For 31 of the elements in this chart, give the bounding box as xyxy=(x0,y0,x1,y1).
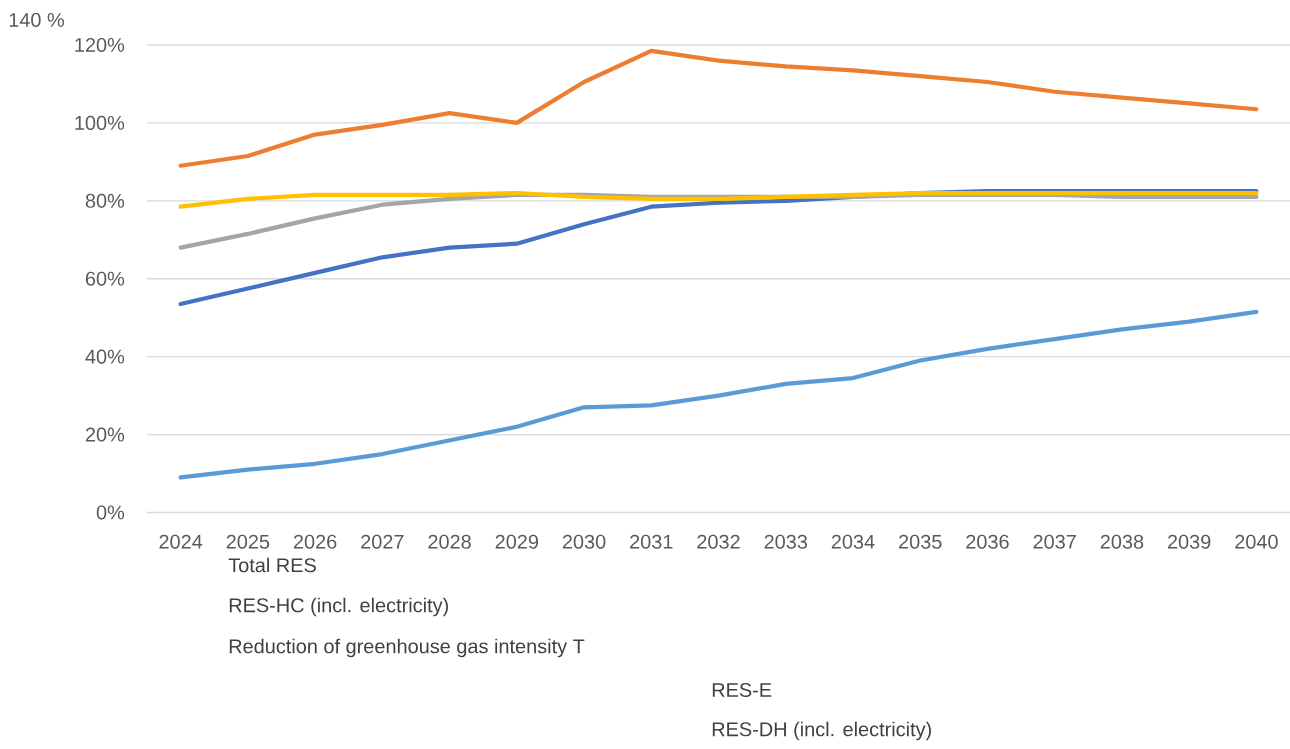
y-tick-label: 20% xyxy=(85,427,125,442)
x-tick-label: 2032 xyxy=(697,534,740,549)
text: Total RES xyxy=(228,557,316,573)
x-tick-label: 2029 xyxy=(495,534,539,549)
x-tick-label: 2036 xyxy=(966,534,1009,549)
x-tick-label: 2037 xyxy=(1033,534,1076,549)
text: Reduction of greenhouse gas intensity T xyxy=(229,638,585,658)
text: RES-E xyxy=(712,682,772,698)
x-tick-label: 2034 xyxy=(831,534,875,549)
text: 140 % xyxy=(9,12,64,28)
x-tick-label: 2040 xyxy=(1235,534,1278,549)
x-tick-label: 2026 xyxy=(293,534,337,549)
x-tick-label: 2035 xyxy=(899,534,942,549)
y-tick-label: 40% xyxy=(85,349,125,364)
y-tick-label: 100% xyxy=(75,115,125,130)
x-tick-label: 2027 xyxy=(361,534,404,549)
text: RES-HC (incl. electricity) xyxy=(229,597,448,617)
x-tick-label: 2033 xyxy=(764,534,808,549)
y-tick-label: 80% xyxy=(85,193,125,208)
x-tick-label: 2024 xyxy=(159,534,203,549)
y-tick-label: 60% xyxy=(85,271,125,286)
x-tick-label: 2039 xyxy=(1167,534,1211,549)
line-series xyxy=(178,48,1259,168)
x-tick-label: 2031 xyxy=(630,534,673,549)
y-tick-label: 0% xyxy=(96,505,125,520)
y-tick-label: 120% xyxy=(75,37,125,53)
x-tick-label: 2038 xyxy=(1100,534,1144,549)
x-tick-label: 2028 xyxy=(428,534,471,549)
x-tick-label: 2030 xyxy=(562,534,606,549)
x-tick-label: 2025 xyxy=(226,534,270,549)
text: RES-DH (incl. electricity) xyxy=(712,721,931,741)
